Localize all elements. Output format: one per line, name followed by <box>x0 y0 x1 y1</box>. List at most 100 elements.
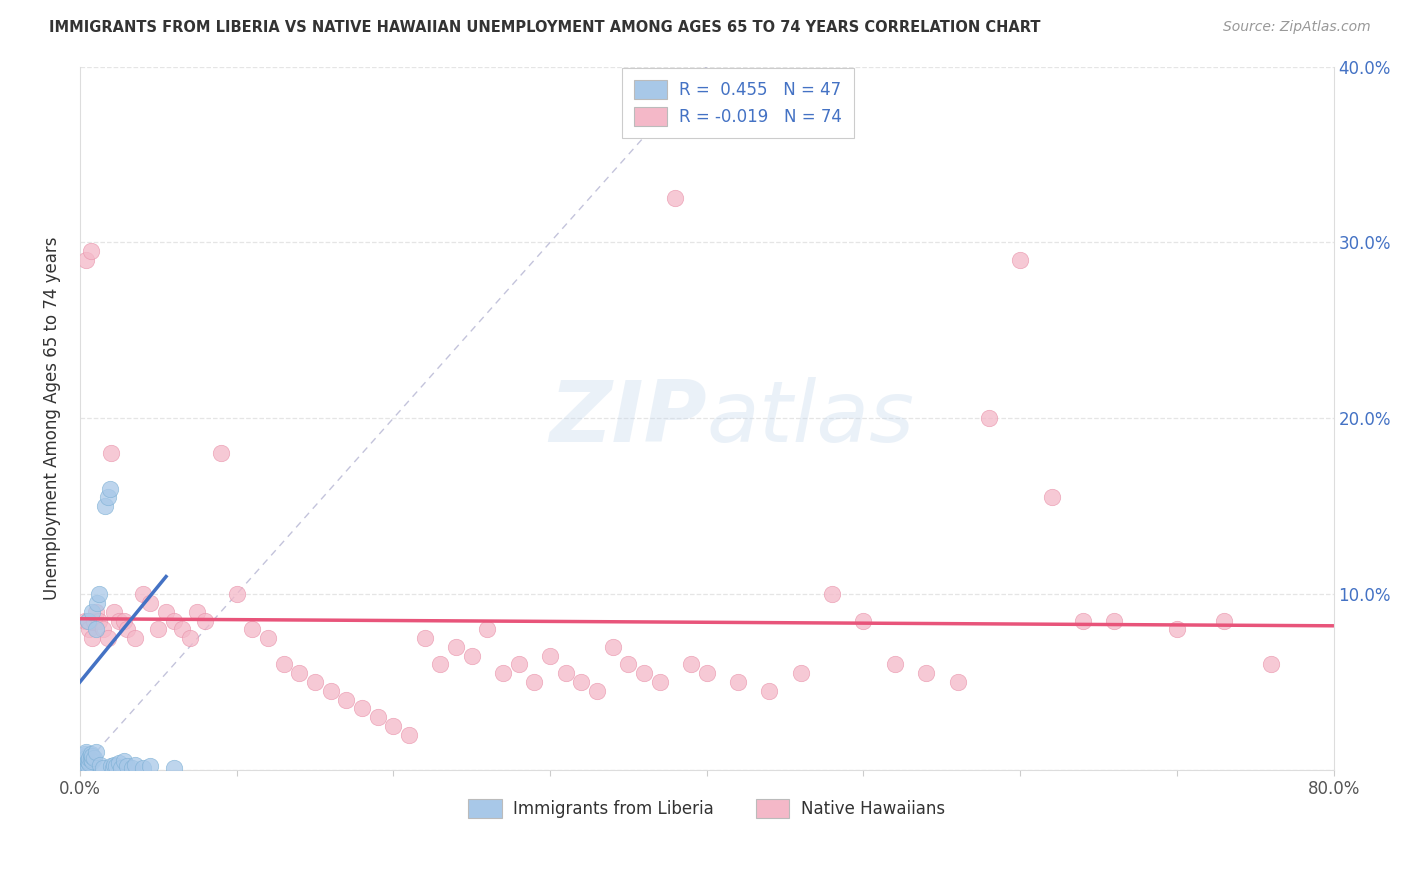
Point <box>508 657 530 672</box>
Point <box>758 684 780 698</box>
Point <box>1071 614 1094 628</box>
Text: Source: ZipAtlas.com: Source: ZipAtlas.com <box>1223 20 1371 34</box>
Point <box>240 623 263 637</box>
Point <box>72 750 94 764</box>
Point <box>586 684 609 698</box>
Point <box>977 411 1000 425</box>
Point <box>538 648 561 663</box>
Point <box>319 684 342 698</box>
Point <box>83 750 105 764</box>
Point <box>1010 253 1032 268</box>
Point <box>696 666 718 681</box>
Point <box>108 756 131 770</box>
Point <box>76 614 98 628</box>
Text: atlas: atlas <box>707 376 915 459</box>
Point <box>186 605 208 619</box>
Point <box>86 596 108 610</box>
Point <box>648 675 671 690</box>
Point <box>87 614 110 628</box>
Point <box>633 666 655 681</box>
Point <box>492 666 515 681</box>
Legend: Immigrants from Liberia, Native Hawaiians: Immigrants from Liberia, Native Hawaiian… <box>461 792 952 825</box>
Y-axis label: Unemployment Among Ages 65 to 74 years: Unemployment Among Ages 65 to 74 years <box>44 236 60 600</box>
Point <box>429 657 451 672</box>
Point <box>124 631 146 645</box>
Point <box>460 648 482 663</box>
Point <box>179 631 201 645</box>
Point <box>70 759 93 773</box>
Point <box>444 640 467 654</box>
Point <box>93 623 115 637</box>
Point <box>115 623 138 637</box>
Point <box>148 623 170 637</box>
Point <box>163 761 186 775</box>
Point <box>852 614 875 628</box>
Point <box>73 614 96 628</box>
Point <box>569 675 592 690</box>
Point <box>727 675 749 690</box>
Point <box>209 446 232 460</box>
Point <box>1213 614 1236 628</box>
Point <box>124 757 146 772</box>
Point <box>83 614 105 628</box>
Point <box>100 446 122 460</box>
Point <box>367 710 389 724</box>
Point <box>821 587 844 601</box>
Point <box>477 623 499 637</box>
Point <box>82 748 104 763</box>
Point <box>790 666 813 681</box>
Point <box>131 761 153 775</box>
Point <box>80 747 103 761</box>
Point <box>97 491 120 505</box>
Point <box>139 596 162 610</box>
Point <box>121 761 143 775</box>
Point <box>170 623 193 637</box>
Point <box>112 614 135 628</box>
Point <box>288 666 311 681</box>
Point <box>73 759 96 773</box>
Text: ZIP: ZIP <box>550 376 707 459</box>
Point <box>75 750 97 764</box>
Point <box>94 500 117 514</box>
Point <box>98 482 121 496</box>
Point <box>80 244 103 259</box>
Point <box>523 675 546 690</box>
Point <box>89 757 111 772</box>
Point <box>82 605 104 619</box>
Point <box>602 640 624 654</box>
Point <box>76 614 98 628</box>
Point <box>946 675 969 690</box>
Point <box>87 587 110 601</box>
Point <box>77 750 100 764</box>
Point <box>103 757 125 772</box>
Point <box>1260 657 1282 672</box>
Point <box>100 759 122 773</box>
Point <box>554 666 576 681</box>
Point <box>72 761 94 775</box>
Point <box>915 666 938 681</box>
Point <box>617 657 640 672</box>
Point <box>1040 491 1063 505</box>
Point <box>273 657 295 672</box>
Point <box>76 759 98 773</box>
Point <box>82 631 104 645</box>
Point <box>75 757 97 772</box>
Point <box>131 587 153 601</box>
Point <box>155 605 177 619</box>
Point <box>73 752 96 766</box>
Point <box>110 761 132 775</box>
Point <box>84 746 107 760</box>
Point <box>304 675 326 690</box>
Point <box>225 587 247 601</box>
Point <box>257 631 280 645</box>
Point <box>335 692 357 706</box>
Point <box>163 614 186 628</box>
Point <box>139 759 162 773</box>
Point <box>77 756 100 770</box>
Point <box>97 631 120 645</box>
Point <box>1166 623 1188 637</box>
Point <box>104 759 127 773</box>
Point <box>101 761 124 775</box>
Point <box>112 754 135 768</box>
Point <box>76 754 98 768</box>
